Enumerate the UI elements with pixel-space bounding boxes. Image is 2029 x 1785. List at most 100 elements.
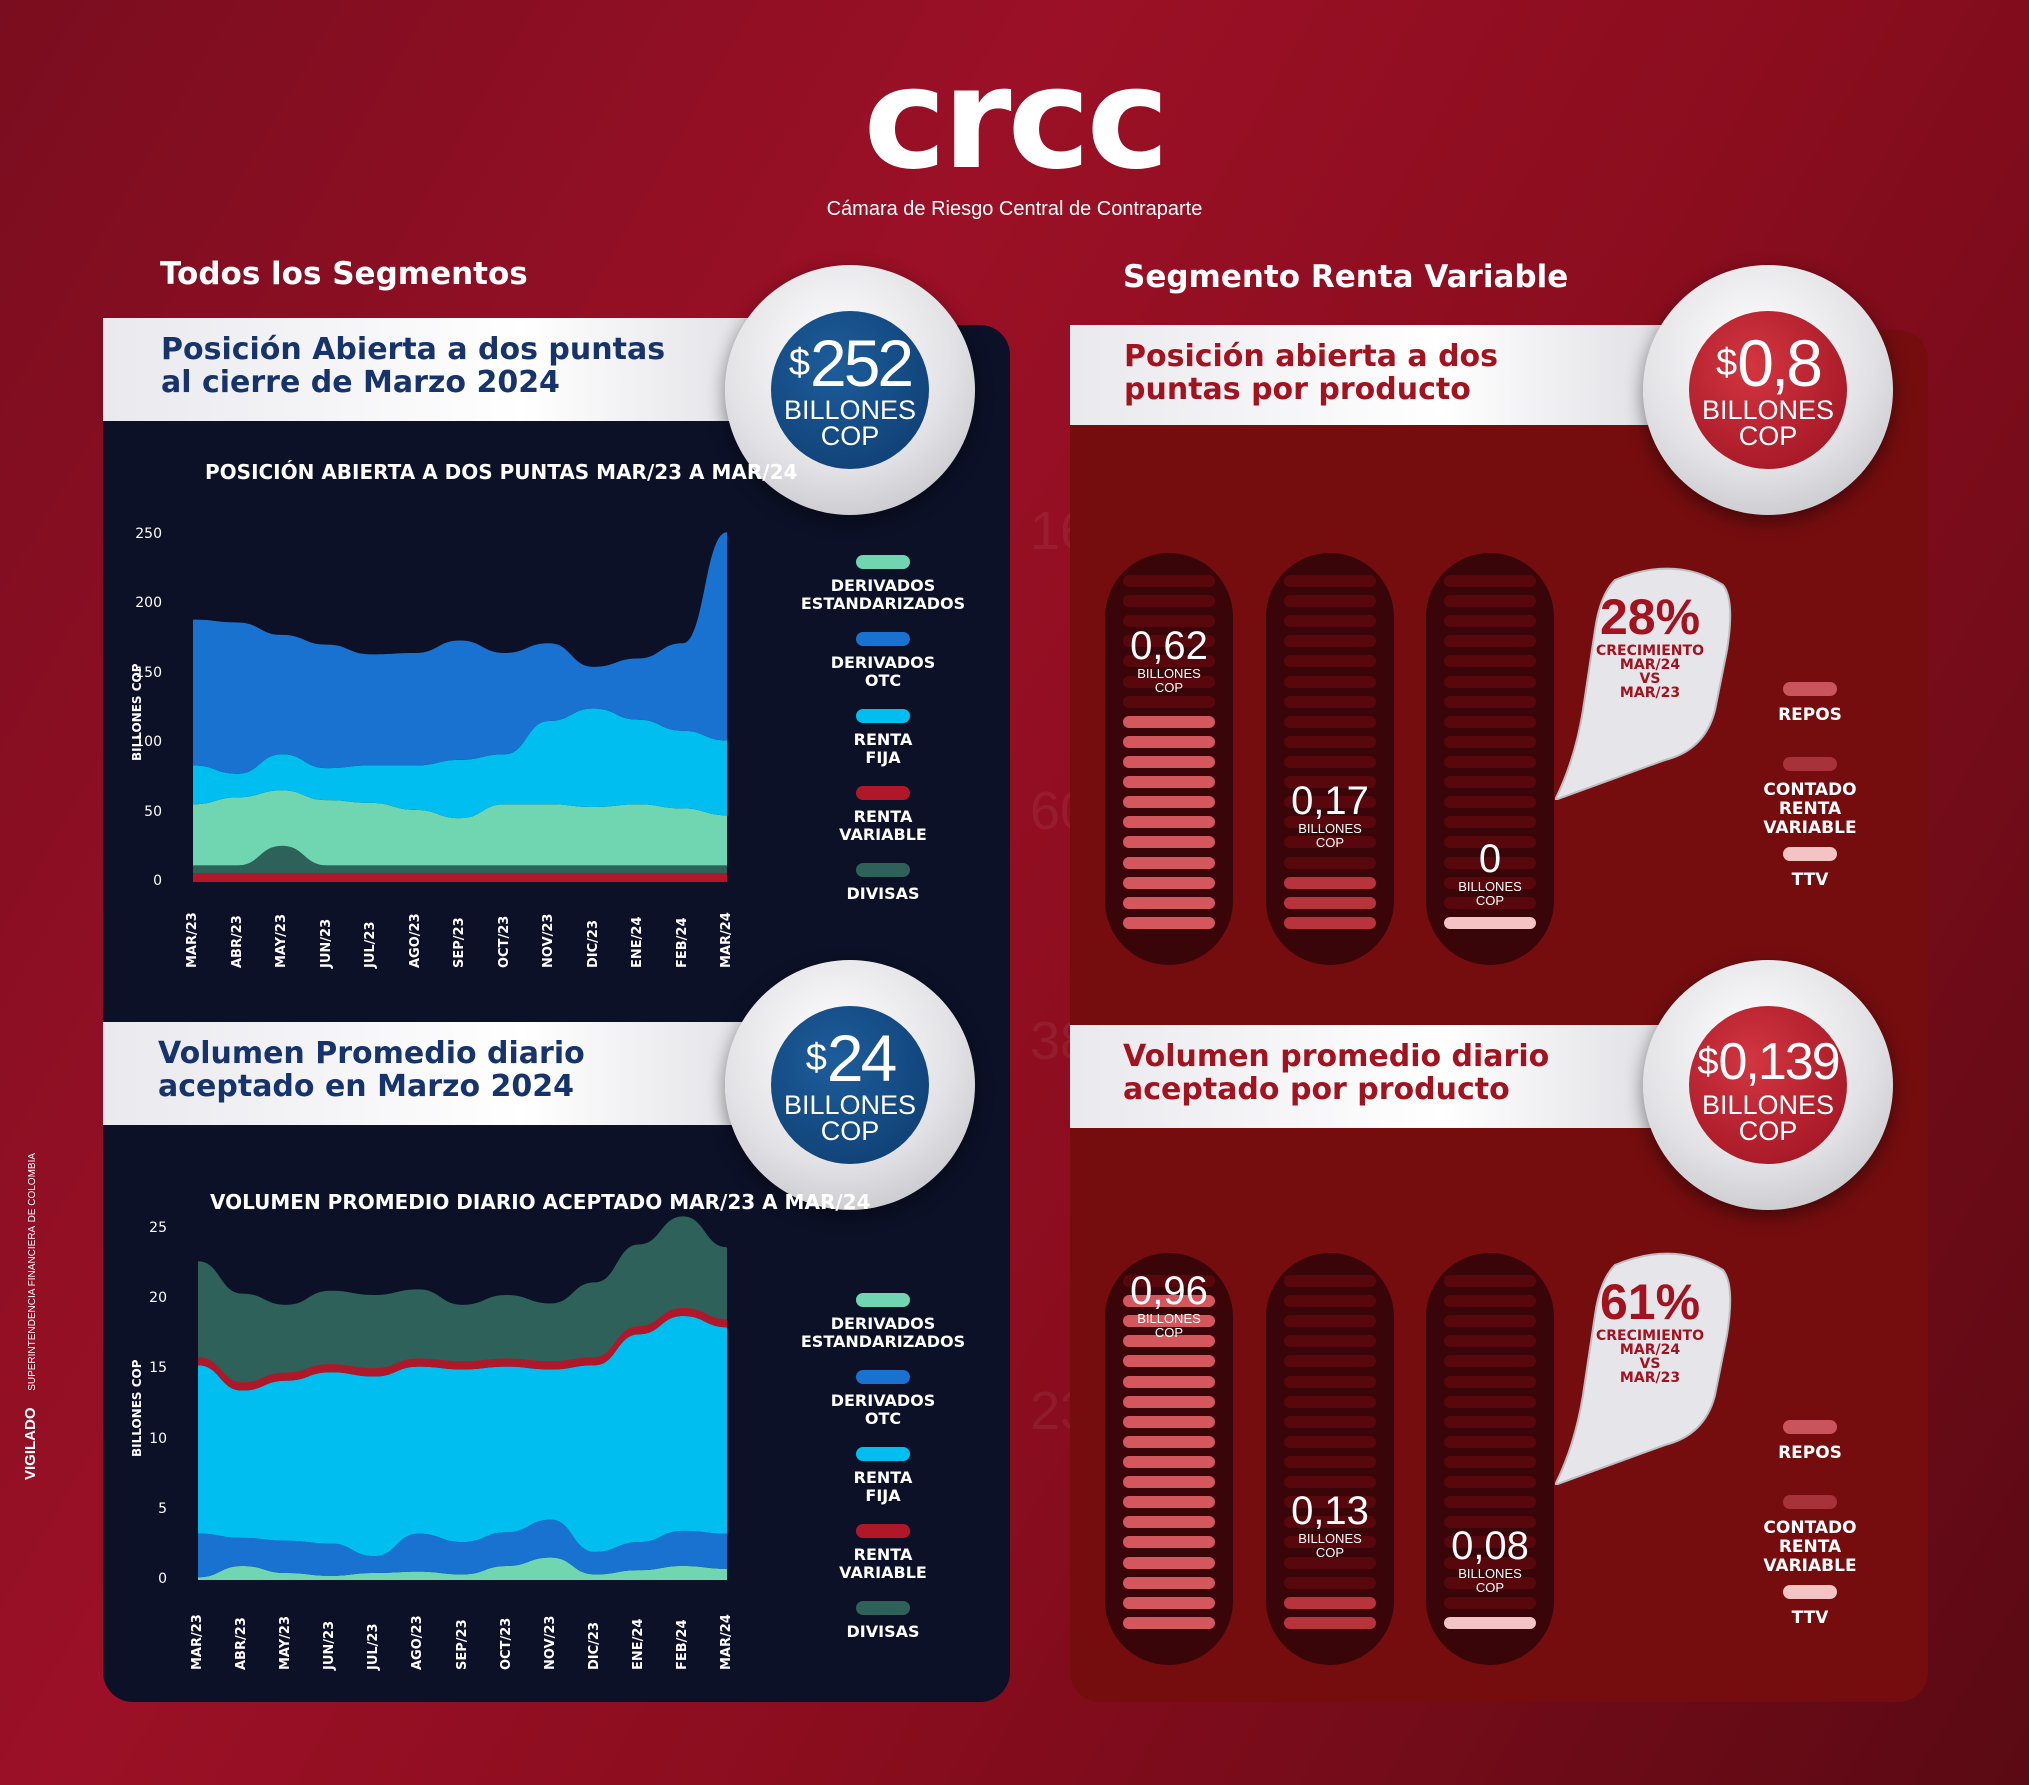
pill-stripe (1444, 695, 1536, 708)
rv-legend-label: CONTADO (1763, 780, 1857, 800)
pill-stripe (1444, 635, 1536, 648)
rv-legend-label: TTV (1791, 870, 1829, 890)
pill-stripe (1284, 1576, 1376, 1589)
y-axis-label: BILLONES COP (130, 1358, 144, 1457)
pill-stripe (1444, 876, 1536, 889)
rv-volume-badge: $0,139 BILLONES COP (1643, 960, 1893, 1210)
rv-open-position-badge: $0,8 BILLONES COP (1643, 265, 1893, 515)
pill-stripe (1284, 595, 1376, 608)
pill-stripe (1444, 615, 1536, 628)
x-tick-label: SEP/23 (452, 917, 467, 968)
rv-open-position-title: Posición abierta a dos puntas por produc… (1070, 325, 1690, 425)
x-tick-label: ABR/23 (229, 915, 245, 968)
legend-swatch (856, 632, 910, 646)
pill-stripe (1444, 1476, 1536, 1489)
rv-legend-label: VARIABLE (1763, 818, 1857, 838)
product-amount: 0,96 (1130, 1269, 1208, 1313)
chart-title: POSICIÓN ABIERTA A DOS PUNTAS MAR/23 A M… (205, 460, 798, 484)
pill-stripe (1444, 595, 1536, 608)
legend-item: RENTA FIJA (773, 709, 993, 767)
pill-stripe (1284, 1456, 1376, 1468)
x-tick-label: MAR/23 (190, 1614, 205, 1670)
pill-stripe (1444, 756, 1536, 768)
legend-label: DERIVADOS (830, 576, 936, 595)
pill-stripe (1123, 1536, 1215, 1549)
pill-stripe (1123, 575, 1215, 587)
pill-stripe (1123, 715, 1215, 728)
pill-stripe (1123, 836, 1215, 849)
rv-legend-item: REPOS (1730, 1420, 1890, 1463)
rv-legend-item: REPOS (1730, 682, 1890, 725)
chart-title: VOLUMEN PROMEDIO DIARIO ACEPTADO MAR/23 … (210, 1190, 871, 1214)
pill-stripe (1444, 916, 1536, 929)
product-amount: 0,13 (1291, 1489, 1369, 1533)
pill-stripe (1284, 1335, 1376, 1348)
growth-label: MAR/24 (1619, 1342, 1681, 1358)
legend-label: DERIVADOS (830, 1391, 936, 1410)
growth-percent: 28% (1599, 589, 1701, 645)
rv-legend-label: CONTADO (1763, 1518, 1857, 1538)
badge-unit: COP (820, 421, 880, 451)
rv-legend-swatch (1783, 682, 1837, 696)
rv-legend-item: TTV (1730, 1585, 1890, 1628)
open-position-badge: $252 BILLONES COP (725, 265, 975, 515)
badge-unit: COP (820, 1116, 880, 1146)
legend-swatch (856, 555, 910, 569)
pill-stripe (1284, 776, 1376, 789)
x-tick-label: DIC/23 (585, 919, 601, 968)
pill-stripe (1284, 916, 1376, 929)
pill-stripe (1444, 675, 1536, 688)
pill-stripe (1444, 1516, 1536, 1529)
rv-legend-swatch (1783, 847, 1837, 861)
rv-legend-swatch (1783, 1420, 1837, 1434)
pill-stripe (1284, 876, 1376, 889)
legend-item: DIVISAS (773, 863, 993, 903)
badge-amount: 0,8 (1737, 326, 1823, 400)
pill-stripe (1284, 836, 1376, 849)
product-pill (1426, 553, 1554, 965)
product-pill (1105, 1253, 1233, 1665)
pill-stripe (1284, 1415, 1376, 1428)
pill-stripe (1123, 1315, 1215, 1328)
growth-callout: 28% CRECIMIENTO MAR/24 VS MAR/23 (1555, 560, 1735, 800)
pill-stripe (1444, 856, 1536, 869)
badge-unit: BILLONES (783, 395, 917, 425)
legend-label: ESTANDARIZADOS (800, 594, 966, 613)
legend-label: FIJA (865, 748, 901, 767)
pill-stripe (1444, 655, 1536, 668)
product-unit: BILLONES (1298, 821, 1362, 836)
legend-label: DERIVADOS (830, 653, 936, 672)
pill-stripe (1123, 1576, 1215, 1589)
pill-stripe (1444, 1536, 1536, 1549)
x-tick-label: MAY/23 (274, 913, 289, 968)
pill-stripe (1123, 1375, 1215, 1388)
title-line: Posición abierta a dos (1124, 339, 1499, 374)
y-tick-label: 15 (149, 1360, 167, 1377)
y-tick-label: 150 (135, 664, 162, 681)
pill-stripe (1123, 1335, 1215, 1348)
legend-item: DERIVADOS OTC (773, 632, 993, 690)
legend-label: RENTA (853, 730, 913, 749)
product-pill (1266, 553, 1394, 965)
rv-legend-item: CONTADO RENTA VARIABLE (1730, 757, 1890, 838)
legend-label: VARIABLE (839, 1563, 927, 1582)
product-value: 0,17 BILLONES COP (1266, 780, 1394, 850)
legend-label: RENTA (853, 1468, 913, 1487)
currency: $ (1697, 1041, 1719, 1083)
logo-wordmark: crcc (863, 38, 1169, 201)
pill-stripe (1284, 575, 1376, 587)
pill-stripe (1444, 896, 1536, 909)
x-tick-label: MAR/24 (719, 1614, 734, 1670)
logo-subtitle: Cámara de Riesgo Central de Contraparte (826, 198, 1203, 220)
product-value: 0,62 BILLONES COP (1105, 625, 1233, 695)
pill-stripe (1123, 595, 1215, 608)
pill-stripe (1284, 735, 1376, 748)
currency: $ (805, 1037, 827, 1079)
pill-stripe (1284, 1295, 1376, 1308)
growth-text: 28% CRECIMIENTO MAR/24 VS MAR/23 (1575, 590, 1725, 700)
growth-callout: 61% CRECIMIENTO MAR/24 VS MAR/23 (1555, 1245, 1735, 1485)
y-tick-label: 0 (153, 873, 162, 889)
legend-swatch (856, 1524, 910, 1538)
growth-label: MAR/23 (1619, 685, 1681, 701)
x-tick-label: FEB/24 (674, 1619, 690, 1670)
